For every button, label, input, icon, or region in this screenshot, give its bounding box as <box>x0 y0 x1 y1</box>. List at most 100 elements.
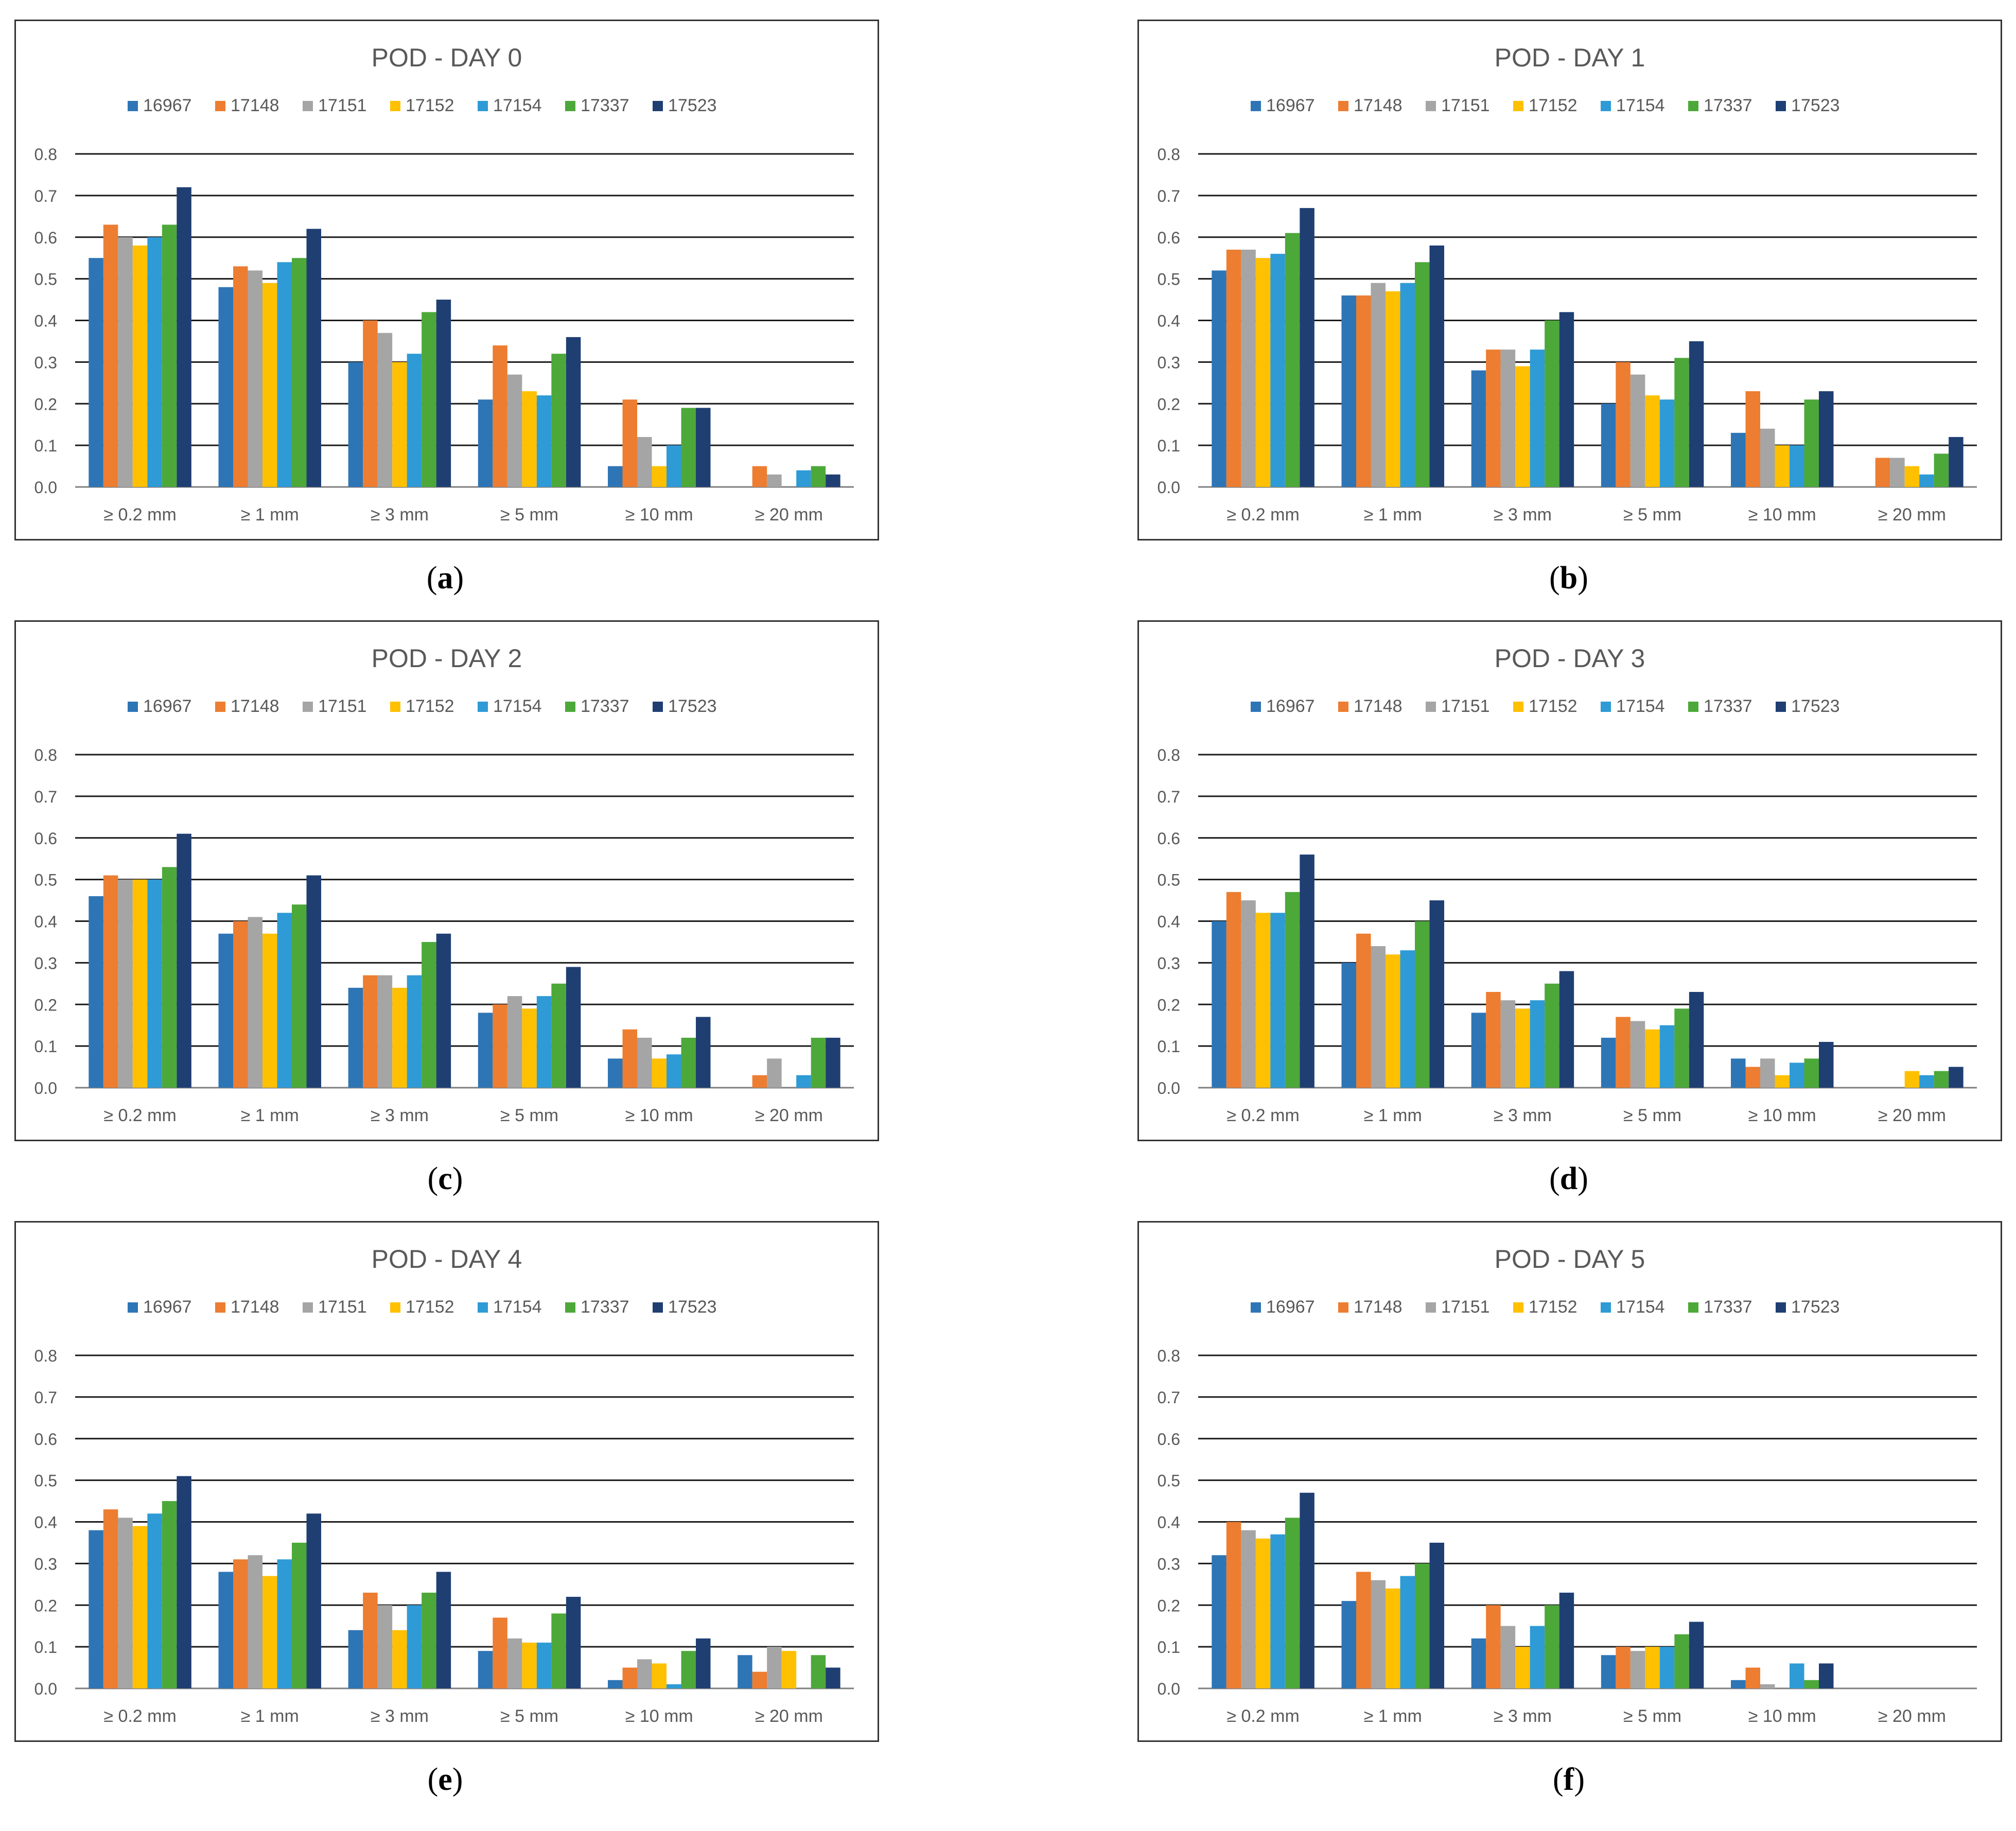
legend-swatch <box>128 702 138 712</box>
legend-label: 17154 <box>493 1297 542 1317</box>
bar <box>162 1501 177 1688</box>
chart-svg-day-3: POD - DAY 3 16967 17148 17151 17152 17154 1733… <box>1158 644 1977 1125</box>
bar <box>392 987 407 1088</box>
y-tick-label: 0.1 <box>1158 1037 1180 1056</box>
bar <box>1804 1680 1819 1688</box>
bar <box>1300 855 1314 1088</box>
bar <box>377 1605 393 1688</box>
x-tick-label: ≥ 10 mm <box>625 1706 693 1726</box>
legend-label: 17148 <box>1354 696 1403 716</box>
bar <box>478 1013 493 1088</box>
bar <box>566 337 581 487</box>
bar <box>392 1630 407 1688</box>
bar <box>162 224 177 487</box>
legend-label: 17152 <box>406 696 454 716</box>
bar <box>103 224 118 487</box>
bar <box>262 933 277 1088</box>
caption-day-3: (d) <box>1549 1161 1588 1196</box>
bar <box>551 1613 566 1688</box>
bar <box>1500 1000 1516 1088</box>
legend-swatch <box>478 702 488 712</box>
y-tick-label: 0.2 <box>1158 395 1180 413</box>
x-tick-label: ≥ 5 mm <box>1623 505 1681 525</box>
bar <box>608 1058 623 1088</box>
bar <box>277 913 292 1088</box>
bar <box>1731 1058 1746 1088</box>
legend-swatch <box>1338 1302 1348 1313</box>
legend-swatch <box>215 101 225 111</box>
y-tick-label: 0.1 <box>34 1638 57 1656</box>
bar <box>89 258 103 487</box>
y-tick-label: 0.8 <box>1158 746 1180 764</box>
bar <box>1226 892 1241 1088</box>
bar <box>696 408 711 487</box>
legend-label: 17523 <box>1791 696 1840 716</box>
bar <box>1545 320 1559 487</box>
bar <box>1790 1663 1804 1688</box>
bar <box>422 312 436 487</box>
legend-label: 17152 <box>1529 96 1577 115</box>
bar <box>608 466 623 487</box>
y-tick-label: 0.3 <box>34 1555 57 1573</box>
bar <box>1904 466 1920 487</box>
bar <box>363 320 378 487</box>
bar <box>1559 1592 1574 1688</box>
y-tick-label: 0.4 <box>1158 1513 1180 1532</box>
y-tick-label: 0.0 <box>1158 478 1180 497</box>
bar <box>132 1526 148 1688</box>
y-tick-label: 0.3 <box>34 954 57 972</box>
y-tick-label: 0.3 <box>34 353 57 372</box>
bar <box>826 1037 840 1088</box>
bar <box>1386 291 1400 487</box>
bar <box>1226 250 1241 487</box>
bar <box>363 975 378 1088</box>
y-tick-label: 0.0 <box>1158 1079 1180 1097</box>
bar <box>1601 1655 1616 1688</box>
bar <box>1775 1075 1790 1088</box>
legend-swatch <box>478 101 488 111</box>
bar <box>1804 399 1819 487</box>
x-tick-label: ≥ 0.2 mm <box>103 1706 176 1726</box>
bar <box>1255 913 1271 1088</box>
legend-label: 17337 <box>1704 96 1752 115</box>
bar <box>1371 946 1386 1088</box>
y-tick-label: 0.0 <box>34 478 57 497</box>
bar <box>1241 900 1256 1088</box>
bar <box>1270 913 1285 1088</box>
y-tick-label: 0.2 <box>1158 1596 1180 1615</box>
caption-day-1: (b) <box>1549 561 1588 596</box>
bar <box>767 1058 782 1088</box>
bar <box>536 395 552 487</box>
x-tick-label: ≥ 20 mm <box>1878 1706 1946 1726</box>
x-tick-label: ≥ 3 mm <box>1494 1706 1552 1726</box>
bar <box>292 904 307 1088</box>
legend-swatch <box>1688 101 1698 111</box>
bar <box>348 987 363 1088</box>
y-tick-label: 0.7 <box>1158 187 1180 205</box>
bar <box>1386 954 1400 1088</box>
y-tick-label: 0.6 <box>1158 1430 1180 1449</box>
bar <box>103 875 118 1088</box>
bar <box>1890 458 1905 487</box>
y-tick-label: 0.8 <box>34 145 57 164</box>
legend-label: 17151 <box>318 1297 367 1317</box>
x-tick-label: ≥ 5 mm <box>500 1706 558 1726</box>
legend-swatch <box>1513 702 1523 712</box>
x-tick-label: ≥ 5 mm <box>500 1106 558 1125</box>
legend-label: 17148 <box>231 96 279 115</box>
bar <box>1616 1647 1631 1688</box>
chart-title: POD - DAY 5 <box>1495 1245 1645 1274</box>
legend-label: 17523 <box>1791 96 1840 115</box>
bar <box>1255 258 1271 487</box>
bar <box>1689 1621 1704 1688</box>
legend-label: 17152 <box>406 96 454 115</box>
bar <box>551 354 566 487</box>
bar <box>1429 900 1444 1088</box>
x-tick-label: ≥ 3 mm <box>1494 505 1552 525</box>
bar <box>277 262 292 487</box>
bar <box>826 1667 840 1688</box>
y-tick-label: 0.2 <box>34 395 57 413</box>
chart-title: POD - DAY 3 <box>1495 644 1645 673</box>
legend-swatch <box>303 101 313 111</box>
legend-swatch <box>1426 702 1436 712</box>
